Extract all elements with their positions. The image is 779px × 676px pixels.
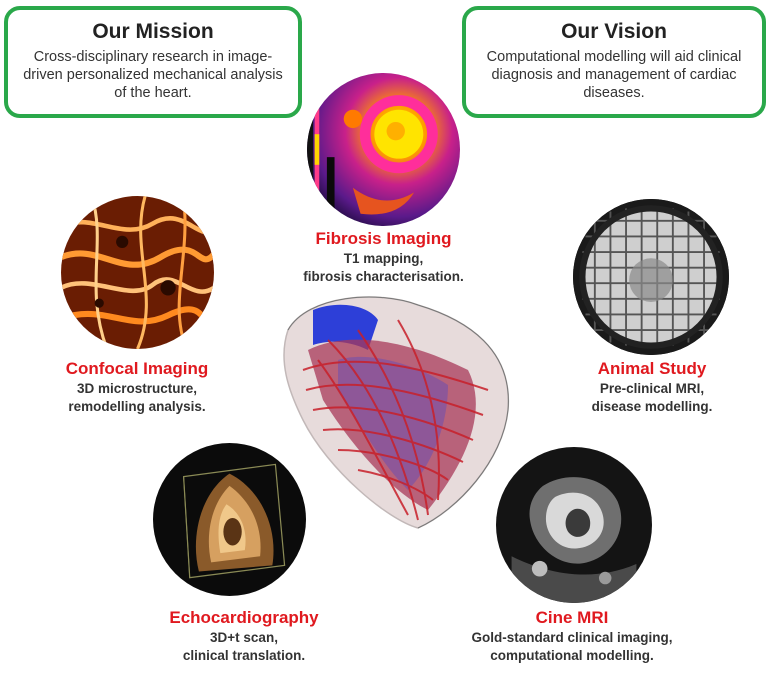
fibrosis-caption: Fibrosis Imaging T1 mapping, fibrosis ch… xyxy=(262,228,505,286)
echo-image xyxy=(153,443,306,596)
fibrosis-image xyxy=(307,73,460,226)
cine-image xyxy=(496,447,652,603)
heart-model xyxy=(268,290,518,530)
cine-caption: Cine MRI Gold-standard clinical imaging,… xyxy=(452,607,692,665)
vision-text: Computational modelling will aid clinica… xyxy=(486,49,742,101)
confocal-caption: Confocal Imaging 3D microstructure, remo… xyxy=(30,358,244,416)
vision-title: Our Vision xyxy=(561,20,667,43)
animal-title: Animal Study xyxy=(597,359,707,378)
cine-title: Cine MRI xyxy=(535,608,609,627)
confocal-line2: remodelling analysis. xyxy=(68,399,206,414)
tagged-mri-graphic xyxy=(573,199,729,355)
echo-3d-graphic xyxy=(153,443,306,596)
cine-line2: computational modelling. xyxy=(490,648,654,663)
animal-line1: Pre-clinical MRI, xyxy=(599,381,705,396)
mission-text: Cross-disciplinary research in image-dri… xyxy=(23,49,283,101)
fibrosis-line1: T1 mapping, xyxy=(343,251,424,266)
confocal-image xyxy=(61,196,214,349)
animal-image xyxy=(573,199,729,355)
heart-model-graphic xyxy=(283,296,510,529)
cine-line1: Gold-standard clinical imaging, xyxy=(471,630,673,645)
confocal-line1: 3D microstructure, xyxy=(76,381,198,396)
vision-box: Our Vision Computational modelling will … xyxy=(462,6,766,118)
t1-map-graphic xyxy=(307,73,460,226)
echo-line2: clinical translation. xyxy=(182,648,306,663)
confocal-title: Confocal Imaging xyxy=(65,359,209,378)
animal-line2: disease modelling. xyxy=(591,399,713,414)
echo-line1: 3D+t scan, xyxy=(210,630,278,645)
mission-box: Our Mission Cross-disciplinary research … xyxy=(4,6,302,118)
animal-caption: Animal Study Pre-clinical MRI, disease m… xyxy=(551,358,753,416)
fibrosis-title: Fibrosis Imaging xyxy=(315,229,452,248)
mission-title: Our Mission xyxy=(92,20,214,43)
fibrosis-line2: fibrosis characterisation. xyxy=(303,269,464,284)
cine-mri-graphic xyxy=(496,447,652,603)
echo-title: Echocardiography xyxy=(169,608,319,627)
confocal-graphic xyxy=(61,196,214,349)
echo-caption: Echocardiography 3D+t scan, clinical tra… xyxy=(140,607,348,665)
